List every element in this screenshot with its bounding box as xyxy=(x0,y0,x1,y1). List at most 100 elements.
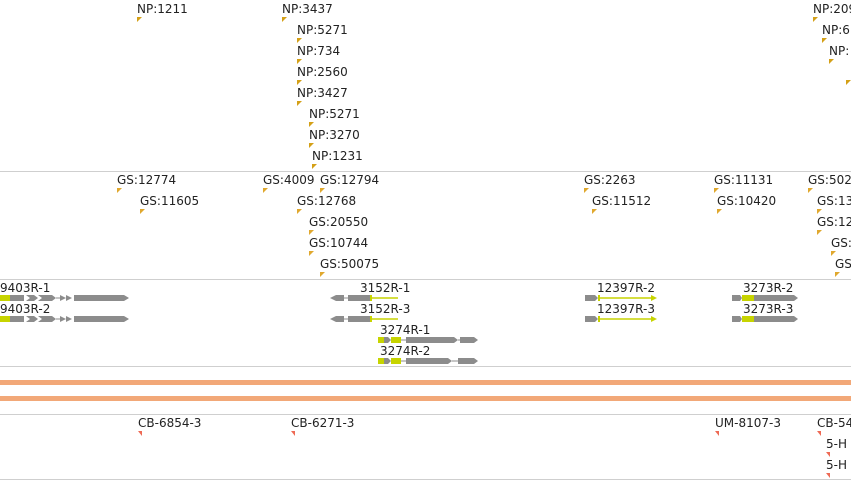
coverage-band[interactable] xyxy=(0,380,851,385)
feature-label: GS:11131 xyxy=(714,173,774,187)
feature-label: GS:10420 xyxy=(717,194,777,208)
gene-model-glyph xyxy=(330,315,400,323)
feature-label: NP:734 xyxy=(297,44,341,58)
feature-label: 3152R-1 xyxy=(360,281,411,295)
feature-marker-icon xyxy=(291,431,295,436)
coverage-track xyxy=(0,367,851,413)
feature-label: GS:11512 xyxy=(592,194,652,208)
feature-marker-icon xyxy=(309,143,314,148)
feature-label: 9403R-2 xyxy=(0,302,51,316)
feature-label: NP:1231 xyxy=(312,149,363,163)
feature-label: NP:1211 xyxy=(137,2,188,16)
feature-label: GS xyxy=(835,257,851,271)
feature-label: GS:4009 xyxy=(263,173,315,187)
feature-label: GS:11605 xyxy=(140,194,200,208)
feature-label: NP:2560 xyxy=(297,65,348,79)
feature-marker-icon xyxy=(297,59,302,64)
gene-model-glyph xyxy=(732,294,802,302)
feature-label: NP:3427 xyxy=(297,86,348,100)
feature-marker-icon xyxy=(137,17,142,22)
feature-marker-icon xyxy=(138,431,142,436)
feature-label: GS:12774 xyxy=(117,173,177,187)
track-divider xyxy=(0,479,851,480)
feature-marker-icon xyxy=(584,188,589,193)
feature-marker-icon xyxy=(835,272,840,277)
feature-label: NP:5271 xyxy=(309,107,360,121)
feature-marker-icon xyxy=(309,230,314,235)
gs-track: GS:12774 GS:11605 GS:4009 GS:12794 GS:12… xyxy=(0,172,851,278)
feature-label: GS:10744 xyxy=(309,236,369,250)
gene-model-glyph xyxy=(0,315,130,323)
gene-model-glyph xyxy=(732,315,802,323)
feature-marker-icon xyxy=(297,209,302,214)
gene-model-glyph xyxy=(585,294,660,302)
feature-label: GS:12794 xyxy=(320,173,380,187)
feature-label: 3273R-2 xyxy=(743,281,794,295)
feature-label: NP: xyxy=(829,44,850,58)
feature-label: 12397R-3 xyxy=(597,302,655,316)
feature-marker-icon xyxy=(312,164,317,169)
feature-marker-icon xyxy=(715,431,719,436)
feature-marker-icon xyxy=(714,188,719,193)
feature-label: UM-8107-3 xyxy=(715,416,781,430)
feature-label: 3152R-3 xyxy=(360,302,411,316)
feature-label: GS:20550 xyxy=(309,215,369,229)
feature-marker-icon xyxy=(263,188,268,193)
feature-label: NP:209 xyxy=(813,2,851,16)
feature-label: 3274R-2 xyxy=(380,344,431,358)
feature-marker-icon xyxy=(592,209,597,214)
feature-marker-icon xyxy=(117,188,122,193)
feature-marker-icon xyxy=(813,17,818,22)
feature-label: NP:5271 xyxy=(297,23,348,37)
gene-model-glyph xyxy=(378,336,480,344)
track-divider xyxy=(0,366,851,367)
feature-marker-icon xyxy=(817,431,821,436)
feature-label: CB-6854-3 xyxy=(138,416,202,430)
feature-label: NP:3437 xyxy=(282,2,333,16)
feature-marker-icon xyxy=(826,452,830,457)
np-track: NP:1211 NP:3437 NP:5271 NP:734 NP:2560 N… xyxy=(0,0,851,170)
feature-label: 12397R-2 xyxy=(597,281,655,295)
track-divider xyxy=(0,414,851,415)
cb-track: CB-6854-3 CB-6271-3 UM-8107-3 CB-54 5-H … xyxy=(0,415,851,481)
feature-marker-icon xyxy=(320,272,325,277)
feature-label: GS:50075 xyxy=(320,257,380,271)
feature-label: CB-54 xyxy=(817,416,851,430)
gene-model-glyph xyxy=(585,315,660,323)
feature-marker-icon xyxy=(846,80,851,85)
feature-label: 5-H xyxy=(826,437,847,451)
feature-marker-icon xyxy=(717,209,722,214)
feature-label: 3273R-3 xyxy=(743,302,794,316)
gene-model-track: 9403R-1 9403R-2 3152R-1 3152R-3 32 xyxy=(0,280,851,365)
feature-label: GS:502 xyxy=(808,173,851,187)
feature-marker-icon xyxy=(320,188,325,193)
feature-label: CB-6271-3 xyxy=(291,416,355,430)
track-divider xyxy=(0,279,851,280)
feature-label: NP:3270 xyxy=(309,128,360,142)
feature-label: GS:2263 xyxy=(584,173,636,187)
feature-label: 3274R-1 xyxy=(380,323,431,337)
feature-marker-icon xyxy=(808,188,813,193)
feature-label: NP:6 xyxy=(822,23,850,37)
feature-marker-icon xyxy=(140,209,145,214)
feature-marker-icon xyxy=(282,17,287,22)
feature-label: 9403R-1 xyxy=(0,281,51,295)
feature-marker-icon xyxy=(817,209,822,214)
gene-model-glyph xyxy=(378,357,480,365)
feature-marker-icon xyxy=(309,122,314,127)
feature-marker-icon xyxy=(829,59,834,64)
feature-label: GS:12768 xyxy=(297,194,357,208)
feature-marker-icon xyxy=(822,38,827,43)
gene-model-glyph xyxy=(330,294,400,302)
feature-marker-icon xyxy=(297,101,302,106)
feature-marker-icon xyxy=(297,80,302,85)
feature-label: GS: xyxy=(831,236,851,250)
feature-marker-icon xyxy=(831,251,836,256)
feature-marker-icon xyxy=(309,251,314,256)
feature-marker-icon xyxy=(817,230,822,235)
coverage-band[interactable] xyxy=(0,396,851,401)
gene-model-glyph xyxy=(0,294,130,302)
feature-label: GS:12 xyxy=(817,215,851,229)
feature-marker-icon xyxy=(826,473,830,478)
